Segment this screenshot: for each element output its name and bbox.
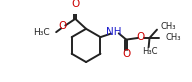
Text: H₃C: H₃C (142, 47, 157, 56)
Text: O: O (71, 0, 79, 9)
Text: CH₃: CH₃ (160, 22, 176, 31)
Text: O: O (137, 32, 145, 42)
Text: H₃C: H₃C (33, 28, 50, 37)
Text: O: O (58, 21, 66, 31)
Text: NH: NH (106, 27, 122, 37)
Text: CH₃: CH₃ (165, 33, 181, 42)
Text: O: O (122, 49, 130, 59)
